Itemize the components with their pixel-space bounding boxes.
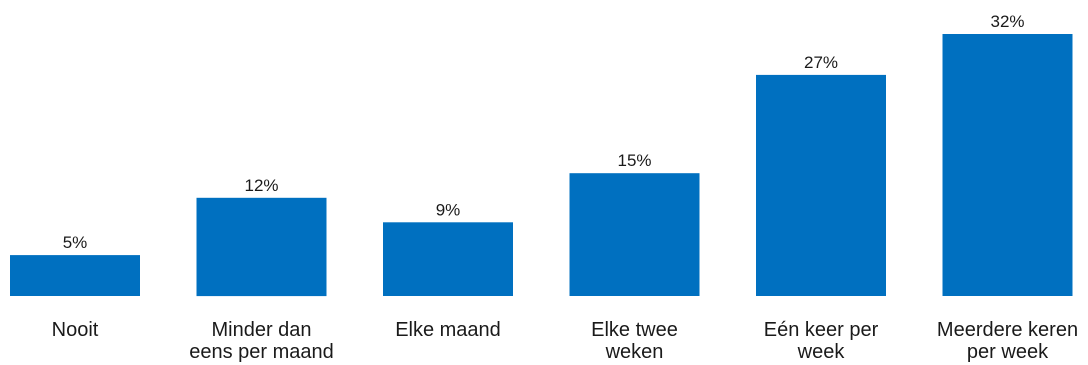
category-label-line: Eén keer per <box>764 319 879 341</box>
bar-value-label-2: 12% <box>244 176 278 195</box>
bar-6 <box>943 34 1073 296</box>
bar-value-label-5: 27% <box>804 53 838 72</box>
category-label-5: Eén keer per week <box>764 319 879 363</box>
bar-1 <box>10 255 140 296</box>
category-label-line: weken <box>605 341 664 363</box>
category-label-line: Elke twee <box>591 319 678 341</box>
bar-value-label-6: 32% <box>990 12 1024 31</box>
category-label-line: eens per maand <box>189 341 334 363</box>
category-label-line: Elke maand <box>395 319 501 341</box>
bar-value-label-1: 5% <box>63 233 88 252</box>
category-label-line: per week <box>967 341 1049 363</box>
bar-3 <box>383 222 513 296</box>
bar-value-label-4: 15% <box>617 151 651 170</box>
category-label-line: Minder dan <box>211 319 311 341</box>
bar-2 <box>197 198 327 296</box>
category-label-line: week <box>797 341 846 363</box>
bar-5 <box>756 75 886 296</box>
bar-value-label-3: 9% <box>436 200 461 219</box>
category-label-6: Meerdere keren per week <box>937 319 1078 363</box>
category-label-1: Nooit <box>52 319 99 341</box>
category-label-3: Elke maand <box>395 319 501 341</box>
category-label-line: Nooit <box>52 319 99 341</box>
category-label-4: Elke twee weken <box>591 319 678 363</box>
category-label-2: Minder dan eens per maand <box>189 319 334 363</box>
bar-4 <box>570 173 700 296</box>
category-label-line: Meerdere keren <box>937 319 1078 341</box>
